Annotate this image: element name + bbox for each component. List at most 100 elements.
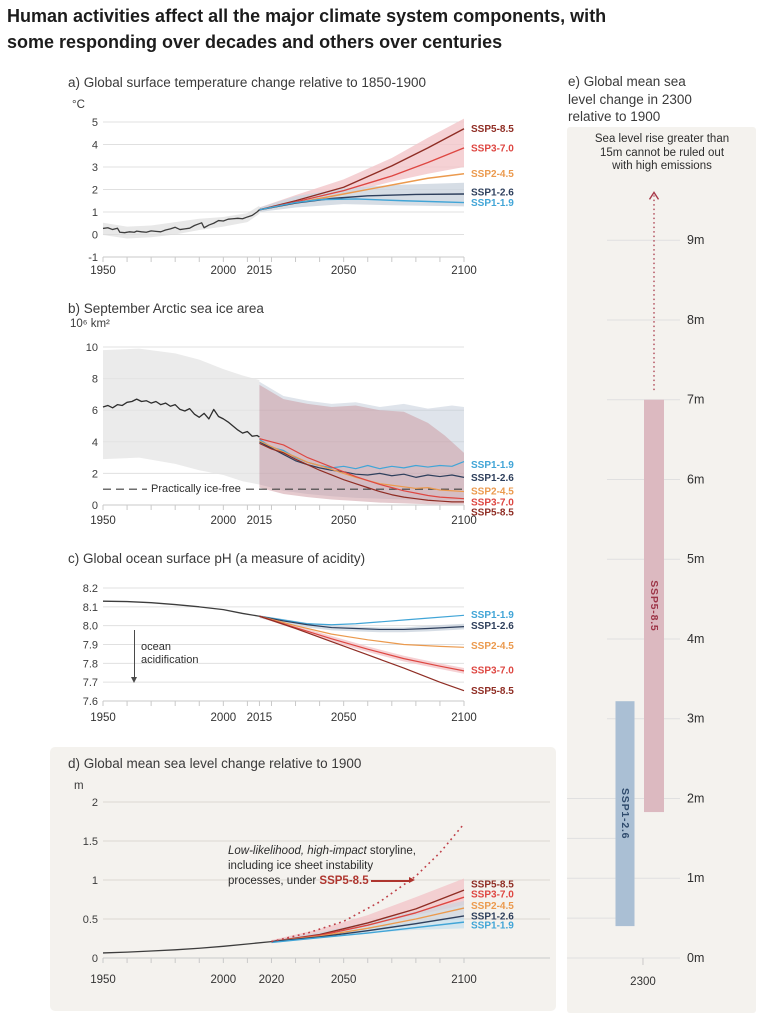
panel-e-title-line3: relative to 1900 <box>568 109 661 124</box>
y-tick-label: 10 <box>86 342 98 354</box>
series-label: SSP1-1.9 <box>471 198 514 209</box>
chart-sea-level-2300: 9m 8m 7m 6m 5m 4m 3m 2m 1m 0m SSP5-8.5 SSP1-2.6 2300 <box>567 191 704 988</box>
series-label: SSP2-4.5 <box>471 641 514 652</box>
panel-e-title-line2: level change in 2300 <box>568 91 692 107</box>
line-SSP1-2.6 <box>259 441 465 478</box>
storyline-line2: including ice sheet instability <box>228 860 374 872</box>
uncertainty-band <box>259 615 464 674</box>
storyline-rest: storyline, <box>366 845 416 857</box>
panel-e-title-line1: e) Global mean sea <box>568 74 686 89</box>
sea-level-rise-line2: 15m cannot be ruled out <box>599 146 725 159</box>
x-tick-label: 1950 <box>90 712 116 724</box>
y-tick-label: 6 <box>92 405 98 417</box>
storyline-ssp-label: SSP5-8.5 <box>319 875 369 887</box>
up-arrow-head-icon <box>648 191 660 200</box>
uncertainty-band <box>103 348 260 485</box>
panel-b-unit: 10⁶ km² <box>70 318 110 330</box>
series-label: SSP1-2.6 <box>471 188 514 199</box>
y-tick-label: 2 <box>92 468 98 480</box>
uncertainty-band <box>259 384 464 505</box>
series-label: SSP1-1.9 <box>471 460 514 471</box>
y-tick-label: 0m <box>687 951 704 965</box>
y-tick-label: -1 <box>88 252 98 264</box>
x-tick-label: 2000 <box>211 712 237 724</box>
x-tick-label: 1950 <box>90 265 116 277</box>
line-SSP1-1.9 <box>259 198 465 211</box>
series-label: SSP5-8.5 <box>471 124 514 135</box>
x-tick-label: 2100 <box>451 515 477 527</box>
line-SSP3-7.0 <box>259 438 465 500</box>
series-label: SSP2-4.5 <box>471 486 514 497</box>
series-label: SSP3-7.0 <box>471 665 514 676</box>
storyline-line3: processes, under SSP5-8.5 <box>228 874 423 889</box>
y-tick-label: 2m <box>687 791 704 805</box>
storyline-prefix: processes, under <box>228 875 320 887</box>
panel-d-background <box>50 747 556 1011</box>
figure-title-line2: some responding over decades and others … <box>7 32 503 52</box>
y-tick-label: 5m <box>687 552 704 566</box>
y-tick-label: 8.2 <box>83 583 98 595</box>
line-SSP1-1.9 <box>271 921 465 944</box>
bar-SSP5-8.5 <box>644 399 664 813</box>
y-tick-label: 3 <box>92 162 98 174</box>
series-label: SSP5-8.5 <box>471 879 514 890</box>
series-label: SSP3-7.0 <box>471 497 514 508</box>
series-label: SSP1-2.6 <box>471 473 514 484</box>
panel-e-title: e) Global mean sea level change in 2300 … <box>568 73 758 126</box>
x-tick-label: 2000 <box>211 265 237 277</box>
y-tick-label: 2 <box>92 185 98 197</box>
panel-a-unit: °C <box>72 99 85 111</box>
y-tick-label: 9m <box>687 233 704 247</box>
ocean-acidification-line1: ocean <box>141 641 171 653</box>
y-tick-label: 1 <box>92 875 98 887</box>
chart-sea-level: 21.510.50SSP5-8.5SSP3-7.0SSP2-4.5SSP1-2.… <box>83 797 550 986</box>
panel-a-title: a) Global surface temperature change rel… <box>68 75 426 90</box>
ocean-acidification-annotation: ocean acidification <box>141 641 198 667</box>
storyline-right-arrow-icon <box>370 876 415 884</box>
series-label: SSP1-1.9 <box>471 921 514 932</box>
line-SSP1-2.6 <box>271 915 465 943</box>
series-label: SSP1-2.6 <box>471 911 514 922</box>
storyline-annotation: Low-likelihood, high-impact storyline, i… <box>228 844 423 889</box>
chart-sea-ice: 10 8 6 4 2 0 SSP1-1.9 SSP1-2.6 SSP2-4.5SSP3-7.0S… <box>86 342 514 527</box>
bar-label: SSP5-8.5 <box>648 580 660 631</box>
x-tick-label: 2100 <box>451 265 477 277</box>
y-tick-label: 5 <box>92 117 98 129</box>
line-SSP5-8.5 <box>259 128 465 211</box>
x-tick-label: 1950 <box>90 974 116 986</box>
y-tick-label: 1.5 <box>83 836 98 848</box>
y-tick-label: 0.5 <box>83 914 98 926</box>
line-SSP5-8.5 <box>259 442 464 503</box>
sea-level-rise-annotation: Sea level rise greater than 15m cannot b… <box>577 133 747 174</box>
line-SSP2-4.5 <box>259 615 465 648</box>
ocean-acidification-arrow-icon <box>131 630 137 683</box>
figure-title-line1: Human activities affect all the major cl… <box>7 6 607 26</box>
x-tick-label: 1950 <box>90 515 116 527</box>
series-label: SSP3-7.0 <box>471 890 514 901</box>
series-label: SSP1-2.6 <box>471 621 514 632</box>
storyline-line1: Low-likelihood, high-impact storyline, <box>228 844 423 859</box>
y-tick-label: 2 <box>92 797 98 809</box>
y-tick-label: 0 <box>92 500 98 512</box>
series-label: SSP1-1.9 <box>471 610 514 621</box>
y-tick-label: 1m <box>687 871 704 885</box>
y-tick-label: 7.8 <box>83 658 98 670</box>
y-tick-label: 8m <box>687 313 704 327</box>
x-tick-label: 2050 <box>331 974 357 986</box>
panel-d-title: d) Global mean sea level change relative… <box>68 756 362 771</box>
y-tick-label: 4m <box>687 632 704 646</box>
panel-c-title: c) Global ocean surface pH (a measure of… <box>68 551 366 566</box>
line-series <box>102 209 260 234</box>
sea-level-rise-line3: with high emissions <box>612 160 712 172</box>
uncertainty-band <box>103 205 260 239</box>
x-tick-label: 2100 <box>451 712 477 724</box>
line-series <box>102 940 272 954</box>
panel-b-title: b) September Arctic sea ice area <box>68 301 264 316</box>
series-label: SSP5-8.5 <box>471 686 514 697</box>
series-label: SSP3-7.0 <box>471 143 514 154</box>
series-label: SSP2-4.5 <box>471 901 514 912</box>
x-tick-label: 2050 <box>331 515 357 527</box>
figure-title: Human activities affect all the major cl… <box>7 3 755 55</box>
x-tick-label: 2015 <box>247 265 273 277</box>
